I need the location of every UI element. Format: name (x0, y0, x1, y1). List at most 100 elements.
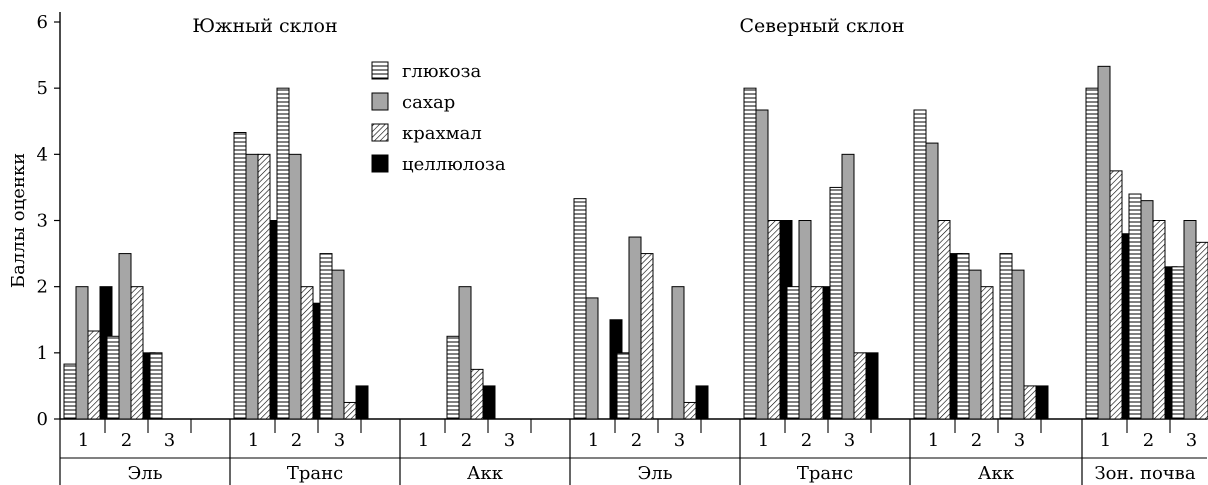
bar-глюкоза (616, 352, 630, 420)
subgroup-label: 2 (461, 430, 472, 451)
group-label: Акк (467, 463, 504, 484)
subgroup-label: 2 (291, 430, 302, 451)
legend-swatch (371, 123, 389, 142)
bar-глюкоза (913, 109, 927, 420)
bar-сахар (331, 269, 345, 420)
bar-глюкоза (63, 363, 77, 420)
group-label: Зон. почва (1094, 463, 1195, 484)
bar-глюкоза (1171, 266, 1185, 420)
bar-глюкоза (233, 131, 247, 420)
bar-глюкоза (999, 253, 1013, 420)
bar-глюкоза (149, 352, 163, 420)
legend-label: глюкоза (402, 61, 481, 82)
bar-крахмал (1195, 241, 1208, 420)
legend-label: сахар (402, 92, 455, 113)
legend-swatch (371, 61, 389, 80)
bar-сахар (118, 253, 132, 420)
subgroup-label: 2 (1143, 430, 1154, 451)
section-title: Северный склон (739, 15, 904, 37)
bar-сахар (245, 153, 259, 420)
group-label: Транс (287, 463, 343, 484)
subgroup-label: 3 (1014, 430, 1025, 451)
section-title: Южный склон (192, 15, 337, 37)
subgroup-label: 3 (164, 430, 175, 451)
bar-крахмал (767, 220, 781, 420)
bar-крахмал (853, 352, 867, 420)
bar-целлюлоза (355, 385, 369, 420)
bar-крахмал (683, 401, 697, 420)
bar-крахмал (1152, 220, 1166, 420)
bar-крахмал (470, 368, 484, 420)
bar-крахмал (1023, 385, 1037, 420)
subgroup-label: 1 (588, 430, 599, 451)
y-tick-label: 0 (37, 409, 48, 430)
bar-крахмал (300, 286, 314, 420)
bar-целлюлоза (482, 385, 496, 420)
y-tick-label: 2 (37, 277, 48, 298)
y-tick-label: 3 (37, 211, 48, 232)
y-tick-label: 5 (37, 78, 48, 99)
bar-глюкоза (1128, 193, 1142, 420)
subgroup-label: 2 (631, 430, 642, 451)
subgroup-label: 3 (504, 430, 515, 451)
subgroup-label: 1 (928, 430, 939, 451)
bar-сахар (671, 286, 685, 420)
y-tick-label: 6 (37, 12, 48, 33)
bar-глюкоза (786, 286, 800, 420)
bar-сахар (458, 286, 472, 420)
bar-целлюлоза (1035, 385, 1049, 420)
bar-сахар (1140, 200, 1154, 420)
subgroup-label: 1 (418, 430, 429, 451)
bar-сахар (755, 109, 769, 420)
bar-сахар (1097, 65, 1111, 420)
group-label: Эль (637, 463, 672, 484)
bar-сахар (1011, 269, 1025, 420)
bar-глюкоза (573, 198, 587, 420)
bar-глюкоза (743, 87, 757, 420)
group-label: Эль (127, 463, 162, 484)
bar-крахмал (937, 220, 951, 420)
bar-глюкоза (319, 253, 333, 420)
subgroup-label: 3 (1186, 430, 1197, 451)
subgroup-label: 1 (78, 430, 89, 451)
bar-глюкоза (956, 253, 970, 420)
subgroup-label: 1 (758, 430, 769, 451)
subgroup-label: 3 (674, 430, 685, 451)
subgroup-label: 3 (844, 430, 855, 451)
subgroup-label: 1 (1100, 430, 1111, 451)
bar-крахмал (1109, 170, 1123, 420)
bar-сахар (288, 153, 302, 420)
legend-swatch (371, 154, 389, 173)
bar-целлюлоза (695, 385, 709, 420)
bar-крахмал (343, 401, 357, 420)
bar-крахмал (87, 330, 101, 420)
bar-сахар (585, 297, 599, 420)
bar-сахар (841, 153, 855, 420)
subgroup-label: 2 (971, 430, 982, 451)
bar-глюкоза (1085, 87, 1099, 420)
subgroup-label: 3 (334, 430, 345, 451)
subgroup-label: 1 (248, 430, 259, 451)
legend-label: целлюлоза (402, 154, 506, 175)
y-axis-label: Баллы оценки (8, 153, 29, 288)
bar-сахар (798, 220, 812, 420)
y-tick-label: 4 (37, 144, 48, 165)
legend-swatch (371, 92, 389, 111)
bar-сахар (968, 269, 982, 420)
bar-крахмал (980, 286, 994, 420)
bar-глюкоза (446, 335, 460, 420)
bar-крахмал (130, 286, 144, 420)
bar-целлюлоза (865, 352, 879, 420)
bar-крахмал (810, 286, 824, 420)
bar-сахар (628, 236, 642, 420)
bar-глюкоза (829, 186, 843, 420)
group-label: Транс (797, 463, 853, 484)
bar-сахар (925, 142, 939, 420)
bar-сахар (1183, 220, 1197, 420)
legend-label: крахмал (402, 123, 482, 144)
y-tick-label: 1 (37, 343, 48, 364)
subgroup-label: 2 (801, 430, 812, 451)
bar-глюкоза (276, 87, 290, 420)
